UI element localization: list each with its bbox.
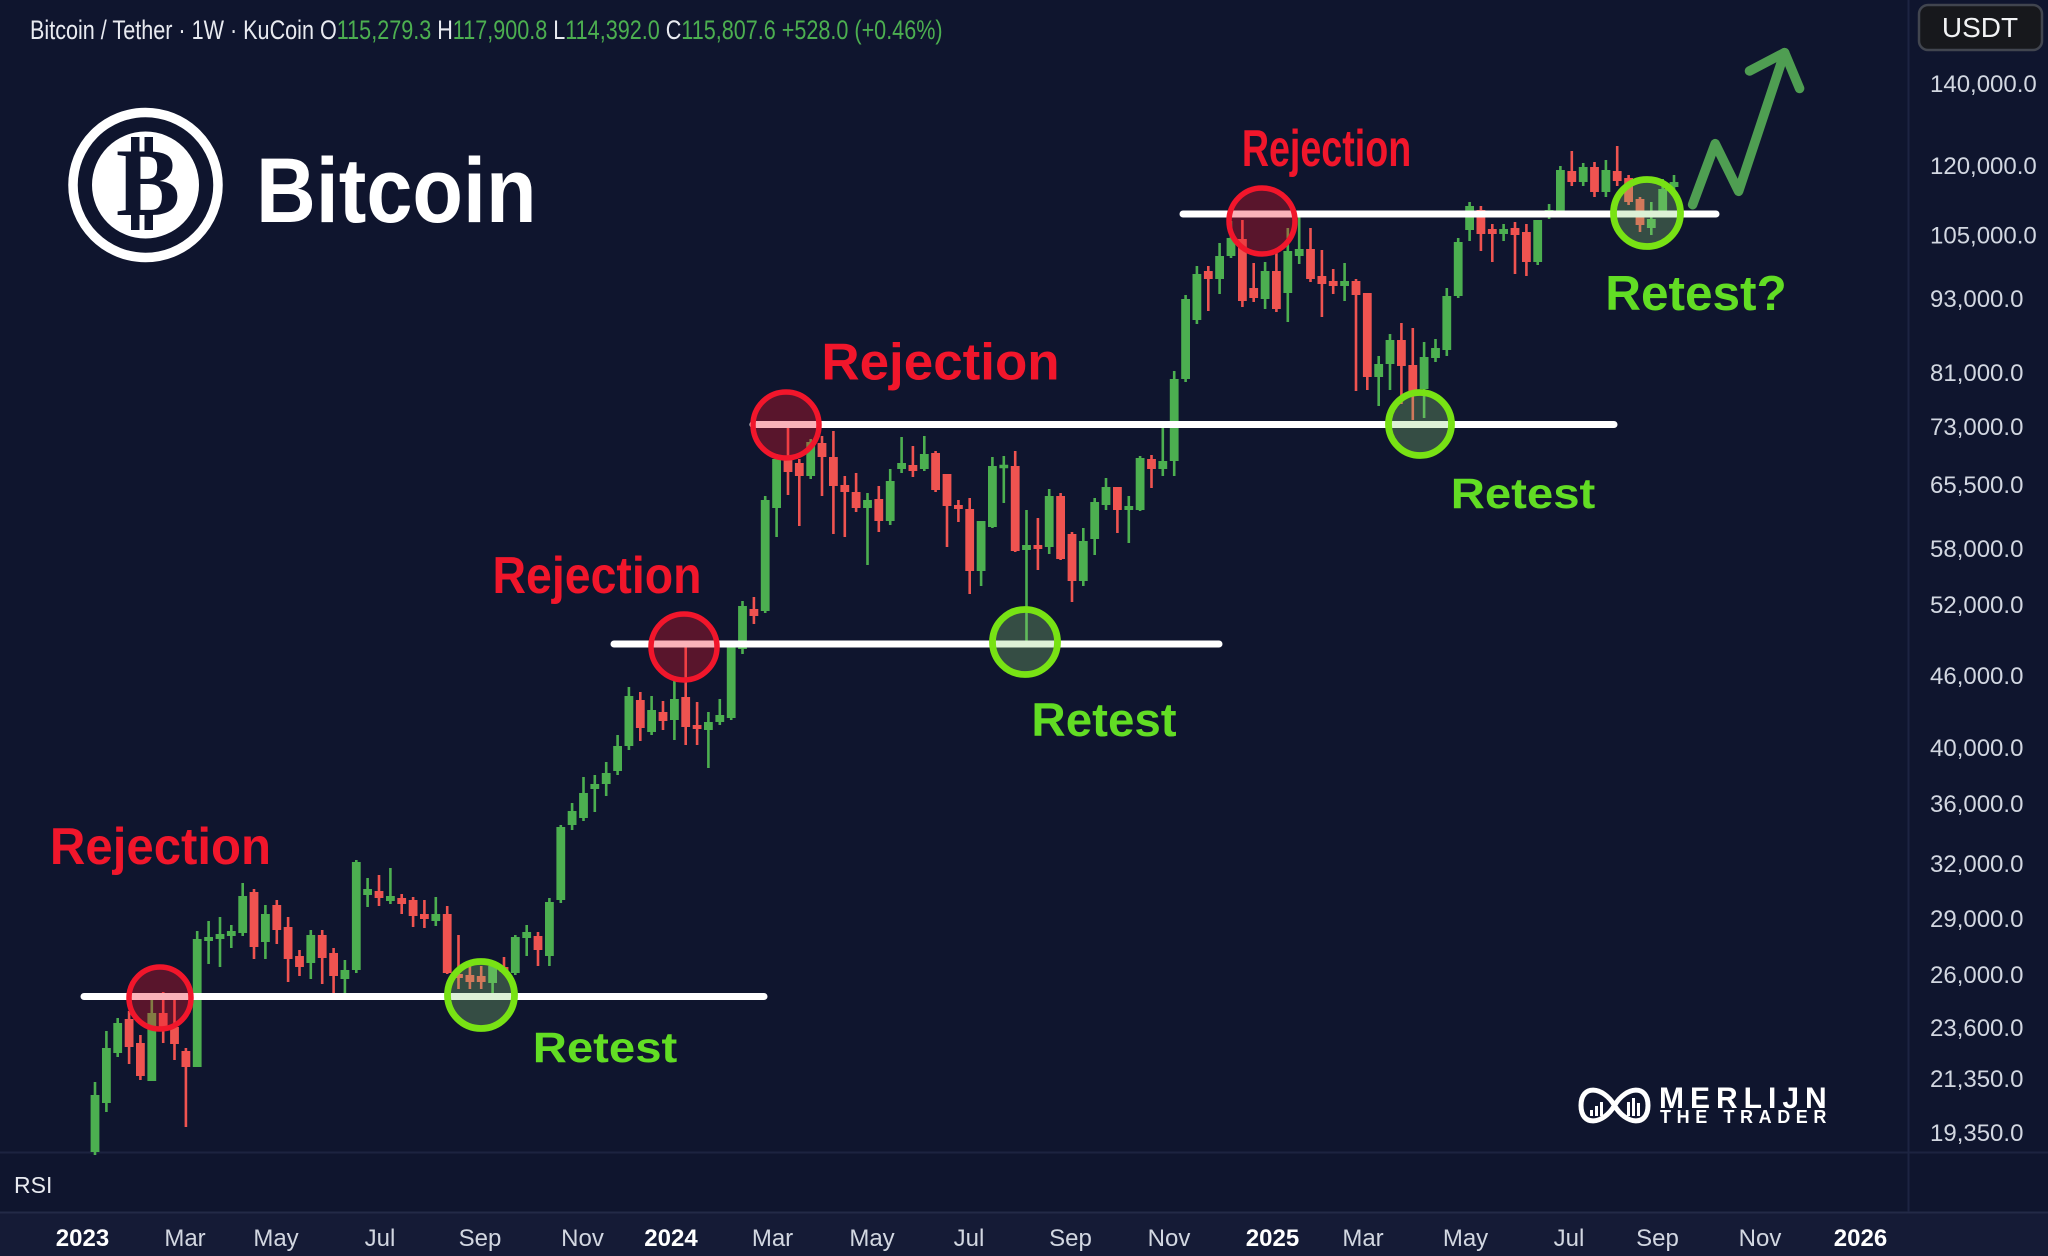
svg-text:73,000.0: 73,000.0 [1930, 414, 2023, 441]
svg-text:Retest: Retest [533, 1023, 678, 1072]
svg-text:Rejection: Rejection [1242, 119, 1411, 177]
svg-text:Bitcoin: Bitcoin [256, 139, 537, 242]
svg-text:81,000.0: 81,000.0 [1930, 360, 2023, 387]
svg-text:2023: 2023 [56, 1225, 109, 1252]
svg-text:93,000.0: 93,000.0 [1930, 286, 2023, 313]
svg-text:Jul: Jul [954, 1225, 985, 1252]
svg-text:40,000.0: 40,000.0 [1930, 735, 2023, 762]
svg-text:120,000.0: 120,000.0 [1930, 153, 2037, 180]
svg-text:Jul: Jul [365, 1225, 396, 1252]
svg-text:32,000.0: 32,000.0 [1930, 851, 2023, 878]
svg-text:May: May [849, 1225, 894, 1252]
svg-text:Sep: Sep [1049, 1225, 1092, 1252]
svg-text:26,000.0: 26,000.0 [1930, 962, 2023, 989]
svg-text:Sep: Sep [459, 1225, 502, 1252]
svg-text:May: May [253, 1225, 298, 1252]
svg-text:Retest?: Retest? [1605, 266, 1787, 321]
svg-text:23,600.0: 23,600.0 [1930, 1015, 2023, 1042]
svg-text:36,000.0: 36,000.0 [1930, 791, 2023, 818]
svg-text:2025: 2025 [1246, 1225, 1299, 1252]
svg-text:105,000.0: 105,000.0 [1930, 223, 2037, 250]
svg-text:Nov: Nov [561, 1225, 604, 1252]
svg-text:May: May [1443, 1225, 1488, 1252]
svg-text:21,350.0: 21,350.0 [1930, 1066, 2023, 1093]
svg-text:Mar: Mar [752, 1225, 793, 1252]
svg-text:52,000.0: 52,000.0 [1930, 592, 2023, 619]
svg-text:MERLIJN: MERLIJN [1659, 1082, 1833, 1115]
svg-text:65,500.0: 65,500.0 [1930, 472, 2023, 499]
svg-text:Retest: Retest [1451, 469, 1596, 518]
svg-text:Nov: Nov [1739, 1225, 1782, 1252]
svg-text:Bitcoin / Tether · 1W · KuCoin: Bitcoin / Tether · 1W · KuCoin O115,279.… [30, 16, 943, 46]
svg-text:140,000.0: 140,000.0 [1930, 71, 2037, 98]
svg-text:29,000.0: 29,000.0 [1930, 906, 2023, 933]
svg-text:Rejection: Rejection [821, 334, 1059, 391]
svg-text:46,000.0: 46,000.0 [1930, 663, 2023, 690]
svg-text:Rejection: Rejection [50, 817, 271, 876]
svg-text:Sep: Sep [1636, 1225, 1679, 1252]
svg-text:Nov: Nov [1148, 1225, 1191, 1252]
svg-text:Jul: Jul [1554, 1225, 1585, 1252]
svg-text:Mar: Mar [164, 1225, 205, 1252]
svg-text:THE TRADER: THE TRADER [1660, 1107, 1832, 1127]
svg-text:2024: 2024 [644, 1225, 698, 1252]
svg-text:2026: 2026 [1834, 1225, 1887, 1252]
svg-text:19,350.0: 19,350.0 [1930, 1120, 2023, 1147]
svg-text:RSI: RSI [14, 1172, 52, 1198]
svg-text:58,000.0: 58,000.0 [1930, 536, 2023, 563]
svg-text:USDT: USDT [1942, 12, 2018, 43]
svg-text:Rejection: Rejection [493, 547, 702, 605]
svg-text:Retest: Retest [1031, 694, 1176, 747]
svg-text:Mar: Mar [1342, 1225, 1383, 1252]
